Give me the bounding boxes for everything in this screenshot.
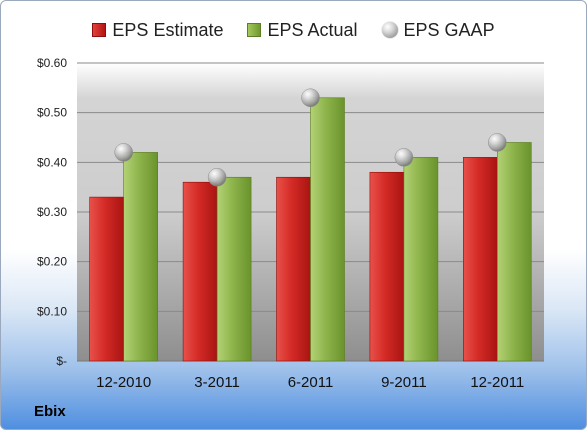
x-tick-label: 12-2010	[96, 374, 151, 391]
x-tick-label: 6-2011	[288, 374, 334, 391]
y-tick-label: $-	[56, 354, 67, 368]
y-tick-label: $0.10	[37, 304, 67, 318]
y-tick-label: $0.30	[37, 205, 67, 219]
bar-eps-estimate	[89, 196, 124, 362]
bar-eps-actual	[216, 176, 252, 362]
bars	[89, 97, 532, 362]
y-tick-label: $0.40	[37, 155, 67, 169]
legend-label-estimate: EPS Estimate	[112, 19, 224, 40]
x-tick-label: 12-2011	[470, 374, 524, 391]
legend-label-actual: EPS Actual	[267, 19, 358, 40]
marker-eps-gaap	[488, 133, 507, 152]
x-axis-labels: 12-2010 3-2011 6-2011 9-2011 12-2011	[96, 374, 524, 391]
bar-eps-actual	[123, 152, 158, 362]
x-tick-label: 9-2011	[381, 374, 427, 391]
y-tick-label: $0.20	[37, 255, 67, 269]
company-label: Ebix	[34, 403, 66, 420]
marker-eps-gaap	[207, 167, 227, 187]
y-tick-label: $0.50	[37, 106, 67, 120]
legend-item-estimate: EPS Estimate	[92, 20, 223, 41]
marker-eps-gaap	[301, 88, 320, 108]
bar-eps-estimate	[276, 176, 311, 362]
legend-item-actual: EPS Actual	[247, 19, 358, 41]
chart-legend: EPS Estimate EPS Actual EPS GAAP	[1, 17, 586, 43]
y-axis-labels: $- $0.10 $0.20 $0.30 $0.40 $0.50 $0.60	[37, 56, 67, 368]
bar-eps-actual	[310, 97, 345, 362]
y-tick-label: $0.60	[37, 56, 67, 70]
legend-label-gaap: EPS GAAP	[403, 19, 495, 40]
legend-item-gaap: EPS GAAP	[381, 19, 495, 41]
bar-eps-actual	[403, 157, 439, 362]
legend-swatch-estimate	[92, 23, 107, 37]
marker-eps-gaap	[114, 143, 133, 162]
legend-swatch-actual	[247, 23, 262, 37]
bar-eps-estimate	[182, 181, 218, 362]
x-tick-label: 3-2011	[194, 374, 240, 391]
bar-eps-estimate	[369, 171, 405, 362]
bar-eps-estimate	[462, 157, 498, 362]
legend-swatch-gaap	[381, 22, 398, 38]
gaap-markers	[114, 88, 507, 187]
marker-eps-gaap	[394, 148, 414, 167]
bar-eps-actual	[496, 142, 532, 362]
